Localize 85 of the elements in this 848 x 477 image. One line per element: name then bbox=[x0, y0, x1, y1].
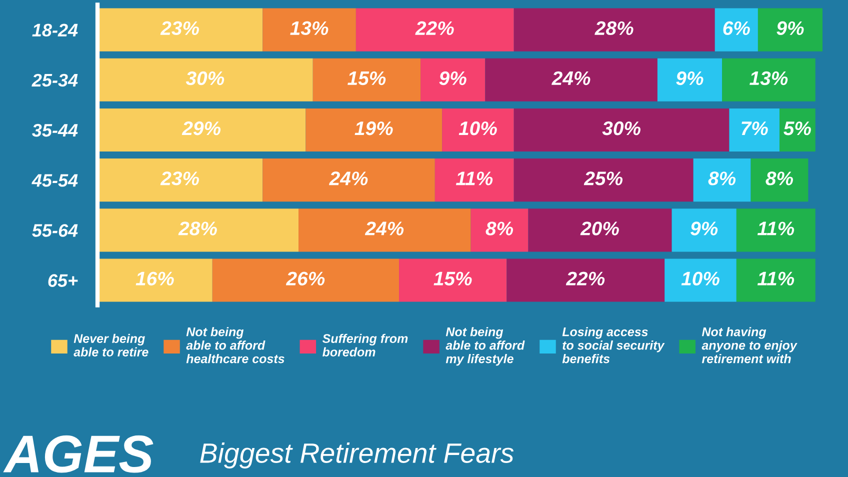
data-label: 8% bbox=[766, 172, 793, 186]
bar bbox=[672, 208, 736, 252]
bar bbox=[514, 108, 730, 152]
y-tick-label: 18-24 bbox=[32, 24, 78, 37]
data-label: 25% bbox=[584, 172, 623, 186]
bar bbox=[693, 158, 751, 202]
bar bbox=[664, 258, 736, 302]
data-label: 29% bbox=[182, 121, 221, 136]
bar bbox=[442, 108, 514, 152]
bar bbox=[98, 258, 212, 302]
data-label: 23% bbox=[160, 172, 199, 186]
bar bbox=[750, 158, 808, 202]
bar bbox=[514, 8, 715, 52]
data-label: 7% bbox=[742, 122, 768, 136]
data-label: 8% bbox=[708, 172, 736, 186]
data-label: 9% bbox=[676, 71, 704, 86]
data-label: 11% bbox=[757, 272, 794, 286]
bar bbox=[98, 158, 263, 202]
y-tick-label: 45-54 bbox=[32, 174, 78, 187]
bar bbox=[98, 8, 263, 52]
data-label: 15% bbox=[348, 71, 386, 86]
data-label: 30% bbox=[602, 121, 640, 136]
data-label: 11% bbox=[456, 172, 493, 186]
bar bbox=[420, 58, 486, 102]
data-label: 28% bbox=[178, 222, 217, 236]
bar bbox=[98, 108, 306, 152]
bar bbox=[736, 258, 816, 302]
bar bbox=[98, 208, 299, 252]
data-label: 19% bbox=[354, 121, 393, 136]
bar bbox=[399, 258, 507, 302]
bar bbox=[262, 158, 435, 202]
data-label: 26% bbox=[286, 272, 325, 286]
text: Biggest Retirement Fears bbox=[200, 442, 514, 468]
bar bbox=[758, 8, 823, 52]
bar bbox=[98, 58, 313, 102]
bar bbox=[434, 158, 514, 202]
bar bbox=[514, 158, 694, 202]
data-label: 22% bbox=[415, 21, 454, 35]
bar bbox=[485, 58, 658, 102]
bar bbox=[729, 108, 780, 152]
bar bbox=[528, 208, 672, 252]
legend-label: Never being able to retire bbox=[74, 334, 148, 356]
data-label: 20% bbox=[580, 222, 619, 236]
data-label: 5% bbox=[784, 122, 811, 136]
bar bbox=[262, 8, 356, 52]
data-label: 10% bbox=[681, 272, 720, 286]
data-label: 13% bbox=[750, 71, 788, 86]
bar bbox=[306, 108, 442, 152]
legend-label: Not being able to afford healthcare costs bbox=[186, 327, 284, 364]
y-tick-label: 25-34 bbox=[32, 74, 78, 87]
data-label: 28% bbox=[594, 21, 634, 36]
bar bbox=[657, 58, 722, 102]
y-tick-label: 35-44 bbox=[32, 124, 78, 137]
bar bbox=[714, 8, 758, 52]
data-label: 23% bbox=[160, 21, 199, 36]
bar bbox=[506, 258, 665, 302]
data-label: 22% bbox=[566, 272, 605, 286]
data-label: 11% bbox=[757, 222, 794, 236]
data-label: 6% bbox=[723, 21, 750, 36]
bar bbox=[470, 208, 528, 252]
legend-label: Not being able to afford my lifestyle bbox=[446, 327, 525, 366]
bar bbox=[312, 58, 421, 102]
y-tick-label: 65+ bbox=[48, 274, 78, 287]
bar bbox=[722, 58, 816, 102]
text: AGES bbox=[3, 435, 154, 473]
data-label: 24% bbox=[552, 71, 590, 86]
data-label: 8% bbox=[486, 222, 514, 236]
data-label: 30% bbox=[186, 71, 224, 86]
data-label: 24% bbox=[329, 172, 368, 186]
bar bbox=[356, 8, 514, 52]
data-label: 15% bbox=[434, 272, 472, 286]
bar bbox=[736, 208, 816, 252]
y-tick-label: 55-64 bbox=[32, 224, 78, 237]
data-label: 9% bbox=[690, 222, 718, 236]
data-label: 9% bbox=[776, 21, 804, 36]
data-label: 9% bbox=[439, 71, 466, 86]
legend-label: Losing access to social security benefits bbox=[562, 327, 665, 364]
data-label: 10% bbox=[458, 121, 497, 136]
data-label: 24% bbox=[364, 222, 404, 236]
data-label: 16% bbox=[136, 272, 174, 286]
bar bbox=[298, 208, 471, 252]
legend-label: Suffering from boredom bbox=[322, 334, 408, 356]
legend-label: Not having anyone to enjoy retirement with bbox=[702, 327, 798, 364]
data-label: 13% bbox=[290, 21, 328, 36]
bar bbox=[212, 258, 400, 302]
